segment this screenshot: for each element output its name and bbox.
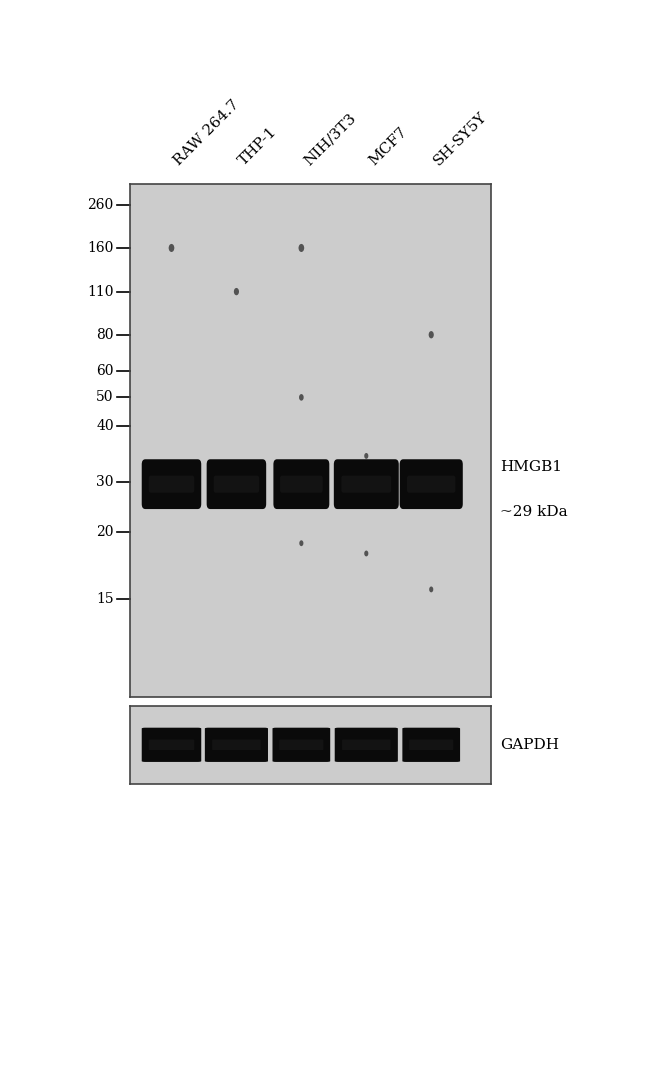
FancyBboxPatch shape xyxy=(149,739,194,750)
FancyBboxPatch shape xyxy=(335,728,398,762)
Circle shape xyxy=(429,587,434,592)
FancyBboxPatch shape xyxy=(280,739,323,750)
Text: ~29 kDa: ~29 kDa xyxy=(500,506,567,519)
Text: NIH/3T3: NIH/3T3 xyxy=(302,111,359,169)
FancyBboxPatch shape xyxy=(342,739,391,750)
Circle shape xyxy=(234,288,239,295)
Text: SH-SY5Y: SH-SY5Y xyxy=(431,110,489,169)
Text: GAPDH: GAPDH xyxy=(500,738,559,751)
FancyBboxPatch shape xyxy=(400,459,463,509)
Circle shape xyxy=(428,331,434,338)
Text: RAW 264.7: RAW 264.7 xyxy=(172,97,242,169)
FancyBboxPatch shape xyxy=(272,728,330,762)
FancyBboxPatch shape xyxy=(274,459,330,509)
FancyBboxPatch shape xyxy=(142,728,202,762)
Text: 30: 30 xyxy=(96,475,114,489)
Text: 110: 110 xyxy=(87,284,114,298)
Text: 80: 80 xyxy=(96,328,114,342)
Circle shape xyxy=(299,540,304,546)
FancyBboxPatch shape xyxy=(334,459,398,509)
FancyBboxPatch shape xyxy=(214,476,259,493)
FancyBboxPatch shape xyxy=(213,739,261,750)
Text: 15: 15 xyxy=(96,591,114,605)
Circle shape xyxy=(168,244,174,252)
Text: 50: 50 xyxy=(96,390,114,404)
FancyBboxPatch shape xyxy=(402,728,460,762)
FancyBboxPatch shape xyxy=(205,728,268,762)
Text: 20: 20 xyxy=(96,525,114,539)
Text: 160: 160 xyxy=(87,241,114,255)
FancyBboxPatch shape xyxy=(341,476,391,493)
FancyBboxPatch shape xyxy=(410,739,453,750)
FancyBboxPatch shape xyxy=(207,459,266,509)
FancyBboxPatch shape xyxy=(280,476,322,493)
FancyBboxPatch shape xyxy=(142,459,202,509)
Circle shape xyxy=(364,453,369,458)
Text: HMGB1: HMGB1 xyxy=(500,461,562,475)
Text: 260: 260 xyxy=(88,198,114,212)
Circle shape xyxy=(299,395,304,401)
Text: 60: 60 xyxy=(96,363,114,377)
Text: THP-1: THP-1 xyxy=(237,124,280,169)
FancyBboxPatch shape xyxy=(407,476,456,493)
Text: 40: 40 xyxy=(96,419,114,433)
Text: MCF7: MCF7 xyxy=(367,125,410,169)
Circle shape xyxy=(298,244,304,252)
Circle shape xyxy=(364,550,369,557)
FancyBboxPatch shape xyxy=(149,476,194,493)
